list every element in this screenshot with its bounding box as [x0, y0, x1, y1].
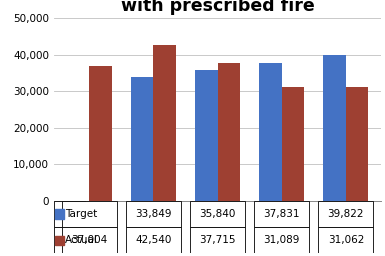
Bar — [190, 201, 245, 227]
Text: 31,089: 31,089 — [263, 235, 300, 245]
Bar — [190, 227, 245, 253]
Bar — [62, 201, 117, 227]
Text: 39,822: 39,822 — [328, 209, 364, 219]
Bar — [318, 227, 373, 253]
Text: 37,715: 37,715 — [199, 235, 236, 245]
Bar — [126, 227, 181, 253]
Bar — [62, 227, 117, 253]
Bar — [254, 227, 309, 253]
Bar — [346, 87, 368, 201]
Bar — [126, 201, 181, 227]
Text: Target: Target — [65, 209, 97, 219]
Bar — [55, 209, 64, 219]
Bar — [89, 66, 112, 201]
Bar — [195, 70, 218, 201]
Text: 35,840: 35,840 — [199, 209, 236, 219]
Bar — [131, 77, 153, 201]
Bar — [254, 201, 309, 227]
Text: Actual: Actual — [65, 235, 98, 245]
Text: 31,062: 31,062 — [328, 235, 364, 245]
Text: 42,540: 42,540 — [135, 235, 172, 245]
Bar — [323, 55, 346, 201]
Bar — [54, 201, 85, 227]
Title: Annual NIPFL acreage treated
with prescribed fire: Annual NIPFL acreage treated with prescr… — [70, 0, 365, 15]
Text: 33,849: 33,849 — [135, 209, 172, 219]
Bar — [282, 87, 304, 201]
Text: 37,004: 37,004 — [71, 235, 107, 245]
Bar — [54, 227, 85, 253]
Text: 37,831: 37,831 — [263, 209, 300, 219]
Bar — [259, 62, 282, 201]
Bar — [218, 63, 240, 201]
Bar — [55, 236, 64, 245]
Bar — [153, 45, 176, 201]
Bar — [318, 201, 373, 227]
